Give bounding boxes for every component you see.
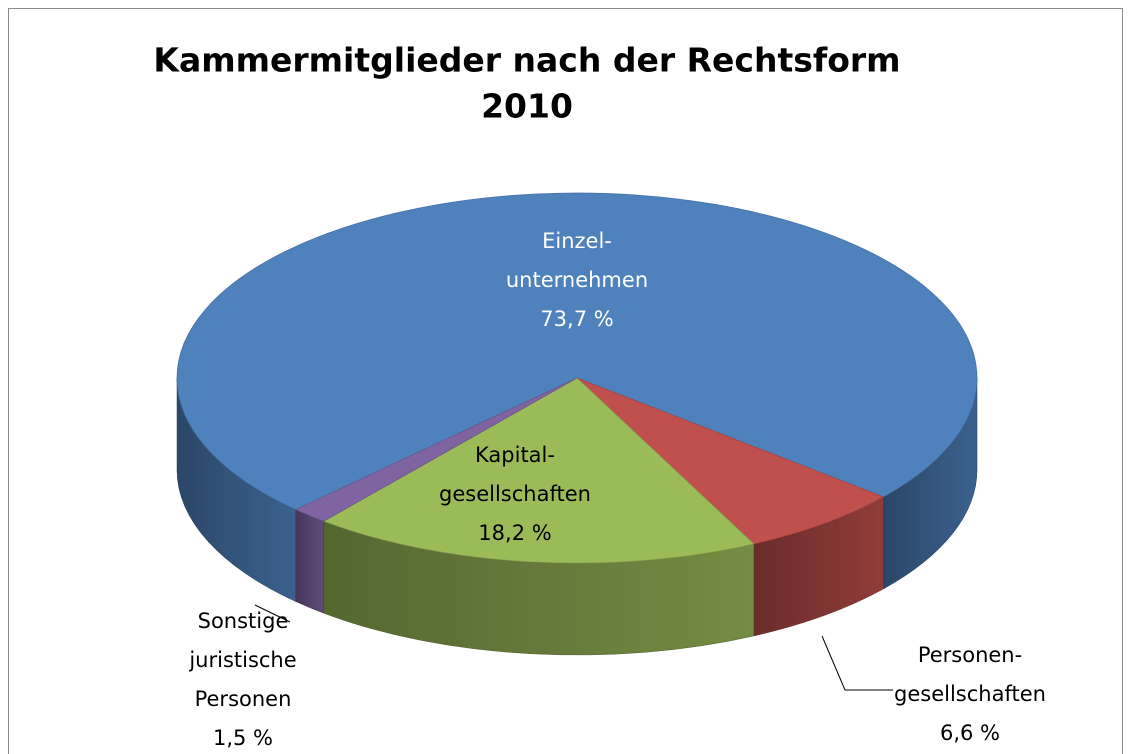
slice-label: Personen- [918,643,1022,667]
value-label: 1,5 % [213,726,273,750]
value-label: 73,7 % [540,307,613,331]
slice-label: juristische [188,648,296,672]
slice-label: Einzel- [542,229,612,253]
slice-label: Kapital- [475,443,555,467]
leader-line [821,635,893,691]
slice-label: Personen [195,687,292,711]
slice-label: gesellschaften [894,682,1046,706]
slice [294,377,578,522]
slice-label: Sonstige [198,609,289,633]
value-label: 18,2 % [478,521,551,545]
chart-title: 2010 [481,87,573,126]
slice-label: gesellschaften [439,482,591,506]
slice [576,377,885,545]
slice [322,377,755,564]
slice [176,192,978,510]
leader-line [254,604,291,623]
chart-title: Kammermitglieder nach der Rechtsform [153,41,900,80]
value-label: 6,6 % [940,721,1000,745]
slice-label: unternehmen [506,268,648,292]
slice-side [295,509,325,614]
